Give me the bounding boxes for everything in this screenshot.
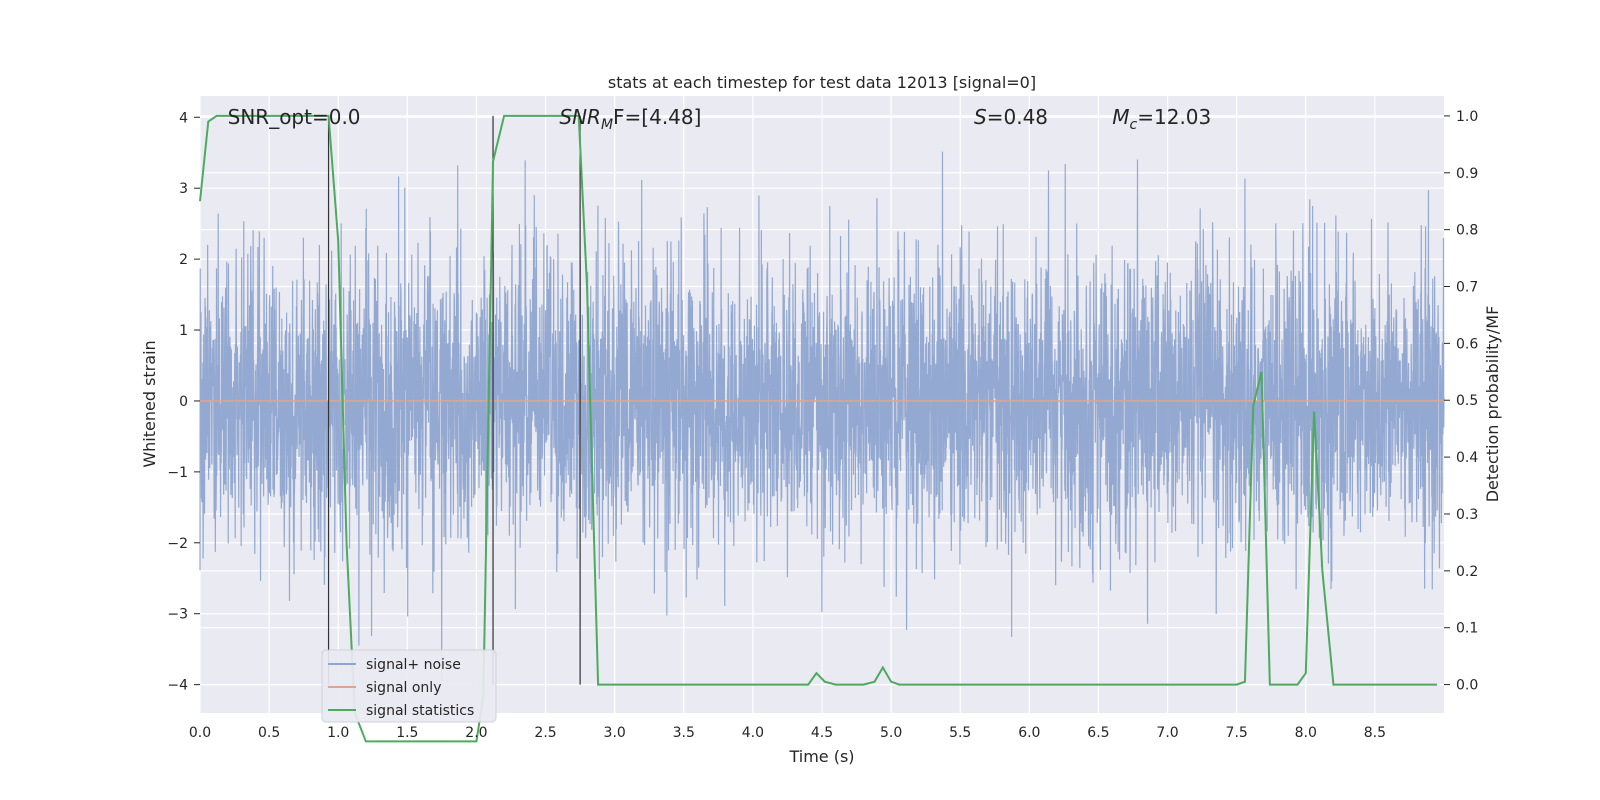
x-tick-label-10: 5.0 — [880, 725, 902, 741]
x-tick-label-8: 4.0 — [742, 725, 764, 741]
y-axis-left-ticks: −4 −3 −2 −1 0 1 2 3 4 — [167, 110, 200, 694]
x-tick-label-11: 5.5 — [949, 725, 971, 741]
y-axis-right-ticks: 0.0 0.1 0.2 0.3 0.4 0.5 0.6 0.7 0.8 0.9 1.0 — [1444, 109, 1478, 694]
x-tick-label-0: 0.0 — [189, 725, 211, 741]
annotations: SNR_opt=0.0 SNRMF=[4.48] S=0.48 Mc=12.03 — [228, 105, 1212, 133]
series-signal-statistics — [199, 114, 1438, 743]
x-tick-label-4: 2.0 — [465, 725, 487, 741]
legend: signal+ noise signal only signal statistic… — [321, 649, 497, 723]
y-axis-right-label: Detection probability/MF — [1483, 306, 1502, 503]
x-tick-label-2: 1.0 — [327, 725, 349, 741]
x-axis-ticks: 0.0 0.5 1.0 1.5 2.0 2.5 3.0 3.5 4.0 4.5 5.0 5.5 6.0 6… — [189, 725, 1386, 741]
y-axis-left-label: Whitened strain — [140, 340, 159, 467]
annotation-snr-opt: SNR_opt=0.0 — [228, 105, 361, 129]
y-right-tick-label-8: 0.8 — [1456, 223, 1478, 239]
x-tick-label-9: 4.5 — [811, 725, 833, 741]
y-left-tick-label-5: 1 — [179, 323, 188, 339]
x-tick-label-6: 3.0 — [604, 725, 626, 741]
x-tick-label-5: 2.5 — [534, 725, 556, 741]
annotation-snr-mf: SNRMF=[4.48] — [559, 105, 701, 133]
x-tick-label-15: 7.5 — [1226, 725, 1248, 741]
legend-label-1: signal only — [366, 680, 441, 696]
x-tick-label-16: 8.0 — [1295, 725, 1317, 741]
y-left-tick-label-3: −1 — [167, 465, 188, 481]
y-right-tick-label-3: 0.3 — [1456, 507, 1478, 523]
legend-label-0: signal+ noise — [366, 657, 461, 673]
y-right-tick-label-1: 0.1 — [1456, 621, 1478, 637]
y-left-tick-label-8: 4 — [179, 110, 188, 126]
y-right-tick-label-2: 0.2 — [1456, 564, 1478, 580]
y-right-tick-label-6: 0.6 — [1456, 336, 1478, 352]
x-axis-label: Time (s) — [788, 747, 854, 766]
x-tick-label-12: 6.0 — [1018, 725, 1040, 741]
chart-title: stats at each timestep for test data 120… — [608, 73, 1036, 92]
y-right-tick-label-4: 0.4 — [1456, 450, 1478, 466]
y-right-tick-label-5: 0.5 — [1456, 393, 1478, 409]
x-tick-label-1: 0.5 — [258, 725, 280, 741]
y-right-tick-label-10: 1.0 — [1456, 109, 1478, 125]
x-tick-label-17: 8.5 — [1364, 725, 1386, 741]
x-tick-label-7: 3.5 — [673, 725, 695, 741]
legend-box — [321, 649, 497, 723]
y-left-tick-label-7: 3 — [179, 181, 188, 197]
signal-statistics-line — [199, 114, 1438, 743]
y-left-tick-label-2: −2 — [167, 536, 188, 552]
x-tick-label-13: 6.5 — [1087, 725, 1109, 741]
legend-label-2: signal statistics — [366, 703, 474, 719]
y-right-tick-label-0: 0.0 — [1456, 678, 1478, 694]
annotation-s-stat: S=0.48 — [974, 105, 1048, 129]
y-left-tick-label-6: 2 — [179, 252, 188, 268]
y-left-tick-label-1: −3 — [167, 607, 188, 623]
annotation-mc: Mc=12.03 — [1112, 105, 1211, 133]
y-left-tick-label-0: −4 — [167, 678, 188, 694]
y-right-tick-label-7: 0.7 — [1456, 280, 1478, 296]
y-right-tick-label-9: 0.9 — [1456, 166, 1478, 182]
x-tick-label-14: 7.0 — [1156, 725, 1178, 741]
y-left-tick-label-4: 0 — [179, 394, 188, 410]
x-tick-label-3: 1.5 — [396, 725, 418, 741]
